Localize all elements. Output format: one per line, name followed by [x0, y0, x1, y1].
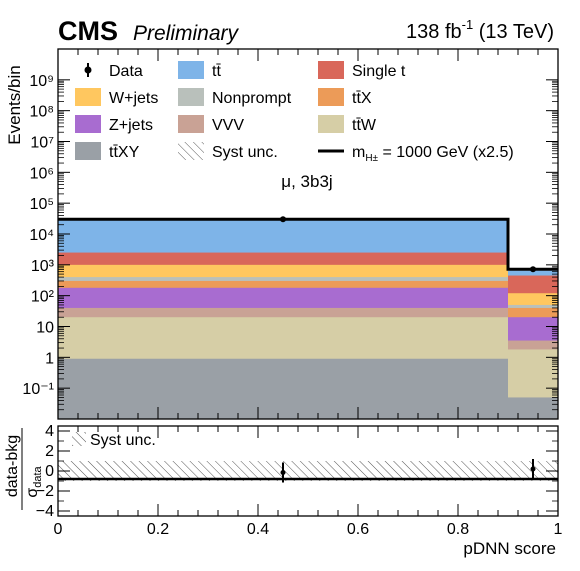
y-tick-label: 10 [36, 320, 54, 337]
ratio-y-label: data-bkg σdata [4, 428, 44, 510]
category-label: μ, 3b3j [281, 172, 332, 191]
data-points [280, 216, 536, 273]
legend-swatch-ttw [318, 115, 344, 133]
legend-swatch-syst [178, 142, 204, 160]
y-tick-label: 10⁶ [30, 165, 54, 182]
main-x-ticks [57, 49, 559, 419]
main-panel: 10⁻¹ 1 10 10² 10³ 10⁴ 10⁵ 10⁶ 10⁷ 10⁸ 10⁹ Events/b… [5, 48, 559, 420]
data-point-1 [530, 266, 536, 273]
legend-label-vvv: VVV [212, 117, 244, 134]
ratio-y-tick-label: −2 [36, 483, 54, 500]
y-tick-label: 10² [31, 289, 55, 306]
y-tick-label: 10⁵ [30, 196, 54, 213]
legend-swatch-single_t [318, 61, 344, 79]
legend-swatch-wjets [75, 88, 101, 106]
legend-swatch-ttx [318, 88, 344, 106]
ratio-y-tick-label: 2 [45, 443, 54, 460]
stacked-histogram [58, 220, 558, 419]
legend-label-ttw: tt̄W [352, 117, 377, 134]
ratio-y-tick-label: −4 [36, 503, 54, 520]
legend-label-syst: Syst unc. [212, 144, 278, 161]
ratio-legend-hatch-swatch [72, 432, 86, 446]
y-tick-label: 10⁴ [29, 227, 54, 244]
luminosity-label: 138 fb-1 (13 TeV) [406, 17, 554, 43]
y-tick-label: 10³ [31, 258, 55, 275]
legend-swatch-nonprompt [178, 88, 204, 106]
ratio-panel: −4 −2 0 2 4 0 0.2 0.4 0.6 0.8 1 Syst unc. data-bk… [4, 423, 563, 558]
legend-swatch-ttbar [178, 61, 204, 79]
ratio-legend-label: Syst unc. [90, 432, 156, 449]
y-tick-label: 10⁸ [29, 104, 54, 121]
y-tick-label: 10⁻¹ [22, 381, 54, 398]
ratio-point-0 [280, 470, 286, 475]
legend-label-ttx: tt̄X [352, 90, 372, 107]
x-tick-label: 0.2 [147, 521, 169, 538]
bar-ttxy-bin1 [508, 397, 558, 419]
ratio-y-tick-label: 4 [45, 423, 54, 440]
legend: Data tt̄ Single t W+jets Nonprompt tt̄X Z+jets… [75, 61, 514, 164]
data-point-0 [280, 216, 286, 223]
ratio-y-label-denominator: σdata [24, 465, 44, 497]
legend-label-nonprompt: Nonprompt [212, 90, 292, 107]
x-tick-label: 0.4 [247, 521, 269, 538]
x-axis-label: pDNN score [463, 539, 556, 558]
status-label: Preliminary [133, 22, 240, 45]
y-tick-label: 1 [45, 350, 54, 367]
legend-label-wjets: W+jets [109, 90, 158, 107]
legend-label-ttxy: tt̄XY [109, 144, 140, 161]
x-tick-label: 1 [554, 521, 563, 538]
main-y-label: Events/bin [5, 65, 24, 144]
ratio-legend: Syst unc. [72, 432, 156, 449]
experiment-label: CMS [58, 16, 118, 46]
ratio-y-axis: −4 −2 0 2 4 [36, 423, 558, 520]
legend-swatch-zjets [75, 115, 101, 133]
x-tick-label: 0.8 [447, 521, 469, 538]
ratio-y-label-numerator: data-bkg [4, 435, 21, 497]
legend-label-data: Data [109, 63, 143, 80]
legend-swatch-vvv [178, 115, 204, 133]
ratio-x-axis: 0 0.2 0.4 0.6 0.8 1 [54, 426, 563, 538]
main-y-axis: 10⁻¹ 1 10 10² 10³ 10⁴ 10⁵ 10⁶ 10⁷ 10⁸ 10⁹ [22, 73, 558, 420]
x-tick-label: 0.6 [347, 521, 369, 538]
ratio-point-1 [530, 466, 536, 472]
y-tick-label: 10⁷ [30, 135, 54, 152]
ratio-points [280, 459, 536, 483]
legend-label-single_t: Single t [352, 63, 406, 80]
legend-label-ttbar: tt̄ [212, 63, 221, 80]
legend-swatch-ttxy [75, 142, 101, 160]
bar-ttxy-bin0 [58, 358, 508, 419]
y-tick-label: 10⁹ [29, 73, 54, 90]
ratio-y-tick-label: 0 [45, 463, 54, 480]
legend-label-signal: mH± = 1000 GeV (x2.5) [352, 144, 514, 164]
x-tick-label: 0 [54, 521, 63, 538]
legend-label-zjets: Z+jets [109, 117, 153, 134]
